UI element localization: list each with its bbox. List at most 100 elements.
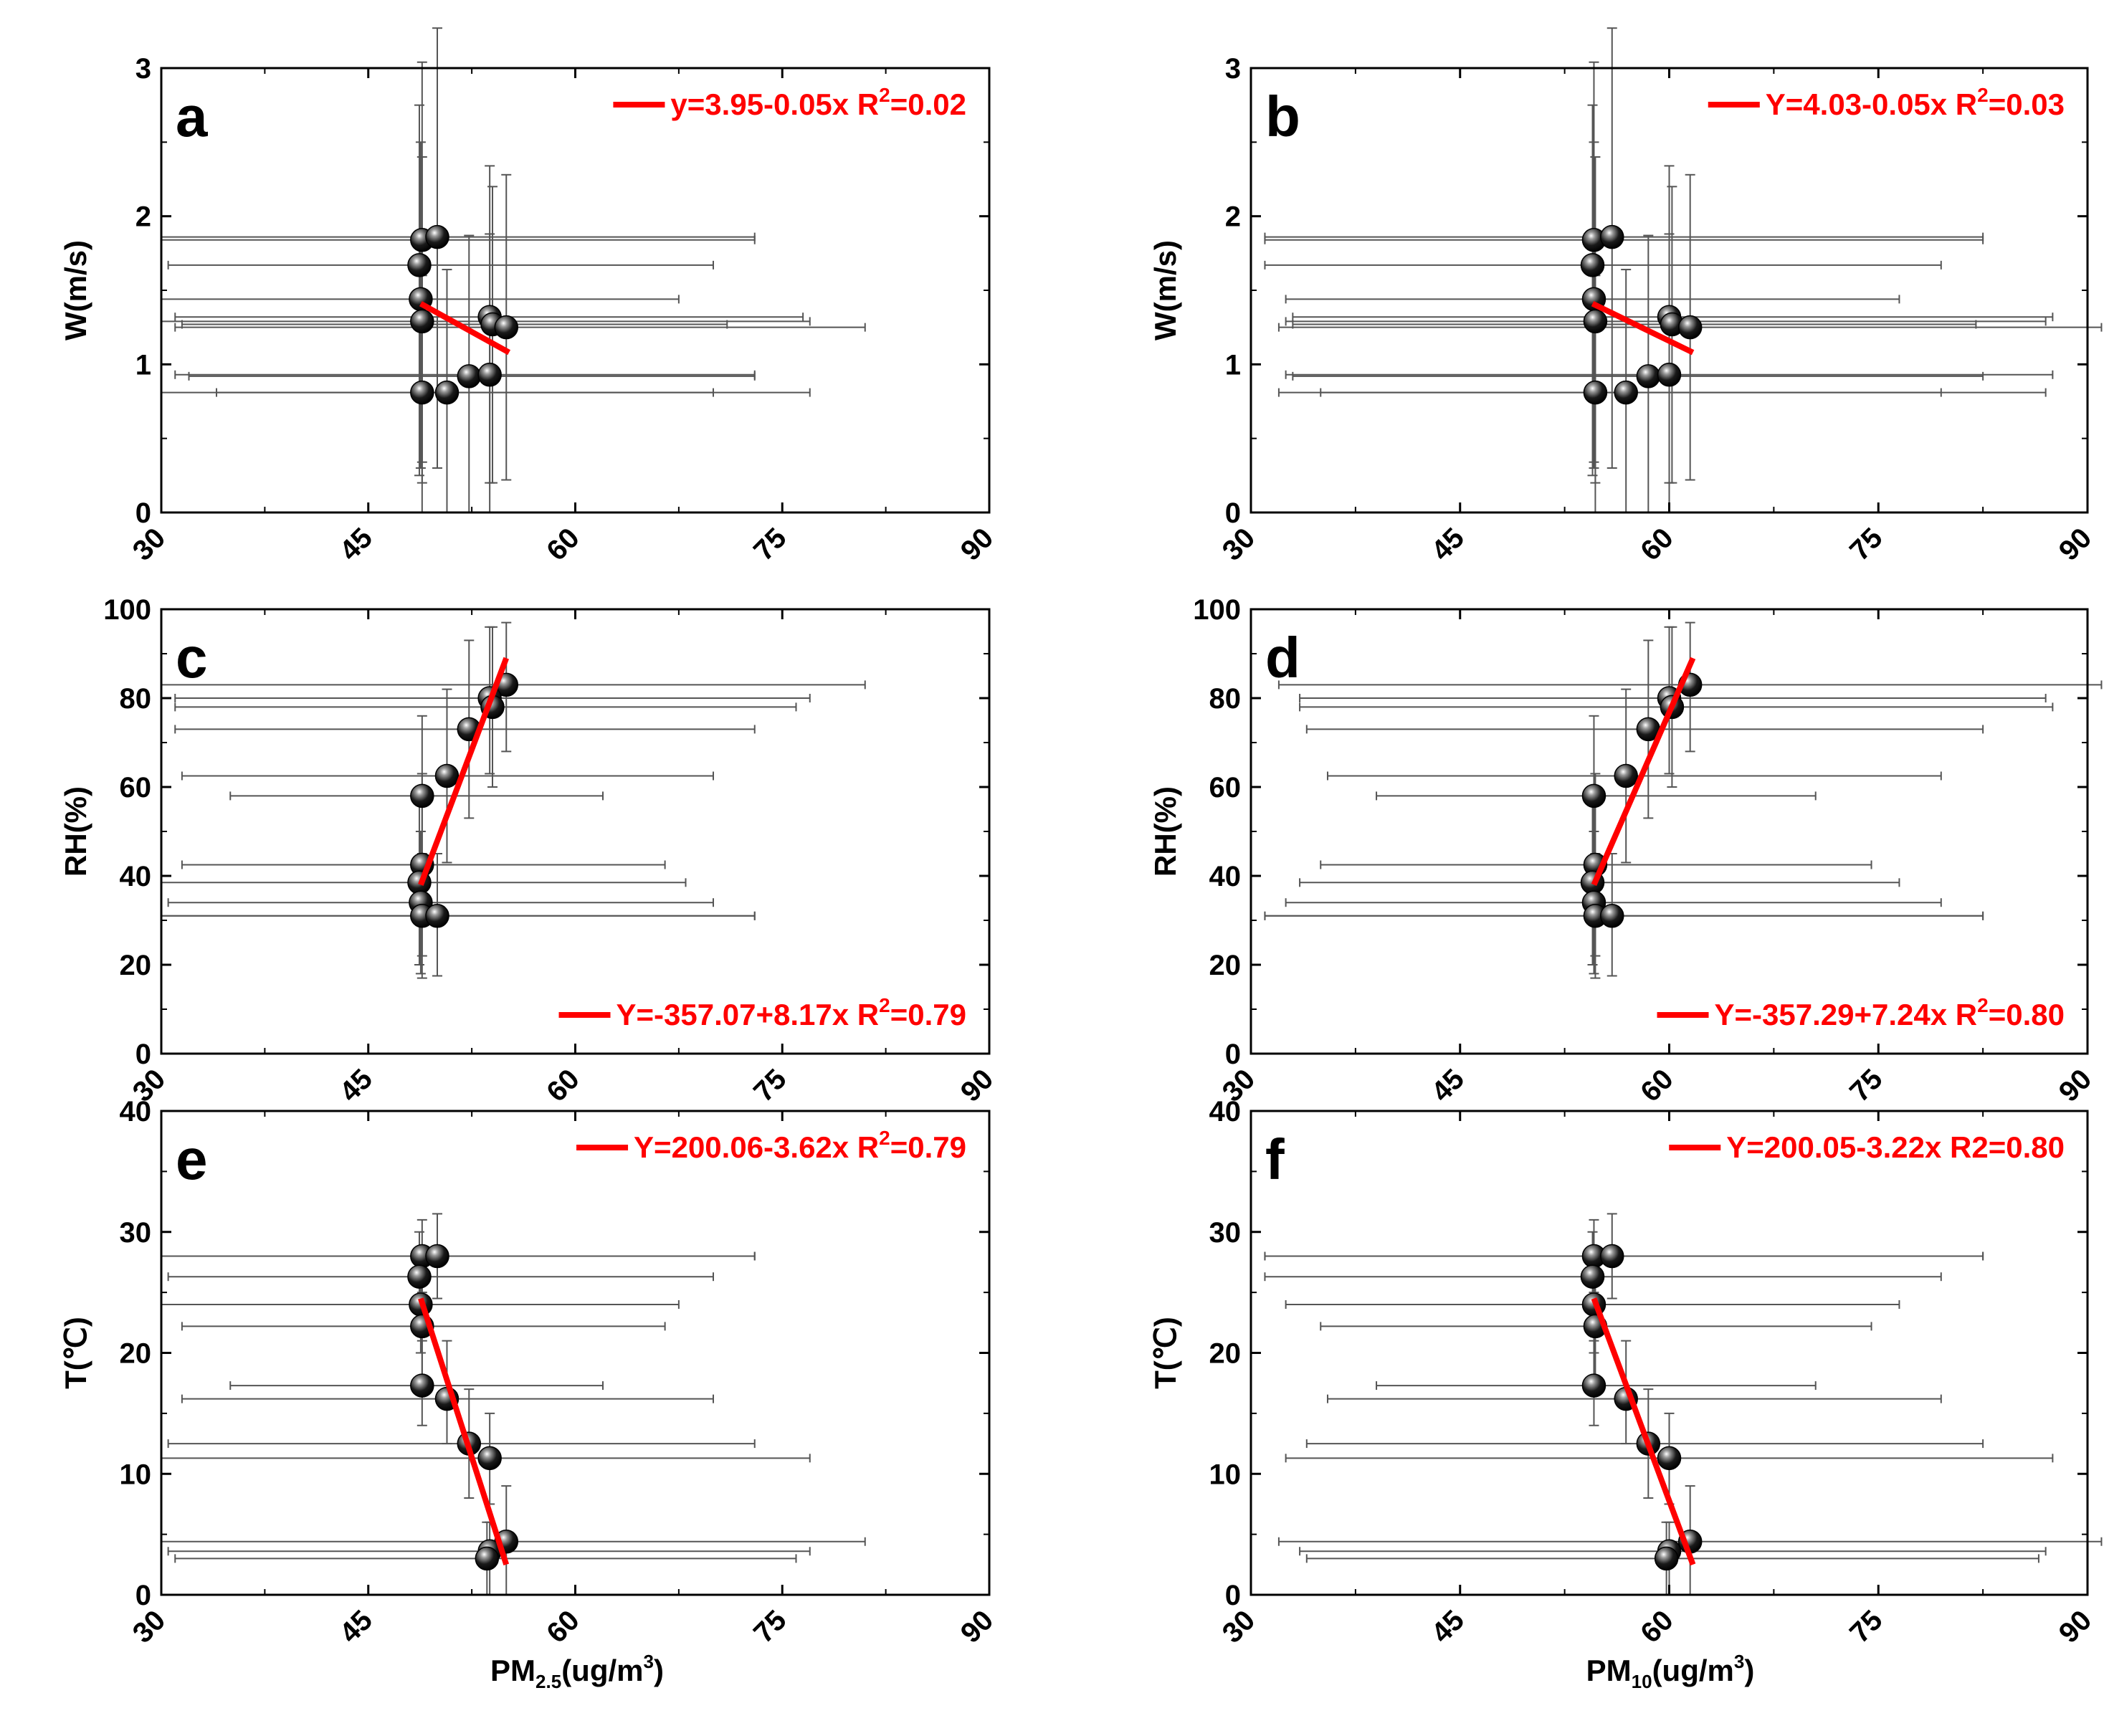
errorbar xyxy=(1264,104,1942,477)
data-point xyxy=(1581,783,1606,809)
errorbar xyxy=(181,186,728,484)
panel-b-data xyxy=(1264,27,2103,513)
x-tick-label: 75 xyxy=(748,1063,793,1108)
data-point xyxy=(1657,363,1682,387)
axes-frame xyxy=(160,608,991,1055)
panel-letter: a xyxy=(176,85,208,148)
equation-sup: 2 xyxy=(879,994,890,1016)
panel-e-data xyxy=(161,1213,866,1596)
y-tick-label: 3 xyxy=(1225,53,1241,85)
equation-tail: =0.02 xyxy=(890,87,966,121)
y-tick-label: 30 xyxy=(1209,1217,1242,1249)
data-point xyxy=(434,380,460,405)
x-tick-label: 45 xyxy=(1426,1604,1471,1649)
panel-letter: d xyxy=(1265,626,1300,690)
data-point xyxy=(425,1244,449,1269)
xlabel-pm10-sup: 3 xyxy=(1734,1651,1744,1672)
y-axis-title: RH(%) xyxy=(59,786,92,877)
y-tick-label: 80 xyxy=(1209,683,1242,715)
data-point xyxy=(1580,1264,1605,1289)
xlabel-pm25-close: ) xyxy=(654,1654,664,1687)
x-tick-label: 45 xyxy=(1426,1063,1471,1108)
y-axis-title: W(m/s) xyxy=(1148,240,1182,340)
y-tick-label: 3 xyxy=(135,53,151,85)
errorbar xyxy=(174,173,866,481)
y-tick-label: 40 xyxy=(120,1096,152,1127)
x-tick-label: 90 xyxy=(955,1604,1000,1649)
x-tick-label: 60 xyxy=(541,1063,586,1108)
y-tick-label: 60 xyxy=(1209,772,1242,803)
equation-main: Y=-357.07+8.17x R xyxy=(617,998,880,1031)
x-tick-label: 60 xyxy=(541,522,586,567)
x-tick-label: 45 xyxy=(334,1063,379,1108)
y-tick-label: 10 xyxy=(120,1459,152,1490)
y-axis-title: T(℃) xyxy=(59,1317,92,1389)
y-tick-label: 0 xyxy=(1225,497,1241,529)
equation-tail: =0.79 xyxy=(890,998,966,1031)
y-tick-label: 40 xyxy=(1209,1096,1242,1127)
errorbar xyxy=(161,853,756,977)
equation-sup: 2 xyxy=(879,84,890,106)
data-point xyxy=(1580,253,1605,277)
equation-main: y=3.95-0.05x R xyxy=(670,87,879,121)
equation-text: Y=-357.29+7.24x R2=0.80 xyxy=(1715,994,2065,1031)
xlabel-pm10-base: PM xyxy=(1586,1654,1632,1687)
y-axis-title: T(℃) xyxy=(1148,1317,1182,1389)
y-tick-label: 60 xyxy=(120,772,152,803)
y-tick-label: 20 xyxy=(120,950,152,981)
x-tick-label: 45 xyxy=(1426,522,1471,567)
y-tick-label: 20 xyxy=(1209,1338,1242,1370)
axes-frame xyxy=(160,1110,991,1596)
x-tick-label: 30 xyxy=(1217,522,1262,567)
data-point xyxy=(1600,904,1624,928)
x-tick-label: 60 xyxy=(1634,1063,1680,1108)
equation-text: Y=-357.07+8.17x R2=0.79 xyxy=(617,994,966,1031)
y-tick-label: 80 xyxy=(120,683,152,715)
xlabel-pm25-base: PM xyxy=(490,1654,535,1687)
data-point xyxy=(477,1446,502,1471)
y-tick-label: 100 xyxy=(103,594,151,626)
x-tick-label: 45 xyxy=(334,1604,379,1649)
data-point xyxy=(1677,315,1703,340)
equation-main: Y=4.03-0.05x R xyxy=(1766,87,1977,121)
x-tick-label: 75 xyxy=(1844,1604,1889,1649)
data-point xyxy=(1600,1244,1624,1269)
data-point xyxy=(410,783,434,809)
x-tick-label: 75 xyxy=(1844,522,1889,567)
data-point xyxy=(407,253,432,277)
data-point xyxy=(1614,380,1638,405)
data-point xyxy=(410,309,434,334)
data-point xyxy=(1654,1546,1679,1571)
y-tick-label: 30 xyxy=(120,1217,152,1249)
fit-line xyxy=(418,657,509,886)
y-tick-label: 0 xyxy=(1225,1580,1241,1611)
xlabel-pm25: PM2.5(ug/m3) xyxy=(490,1651,664,1692)
y-tick-label: 40 xyxy=(1209,861,1242,892)
x-tick-label: 90 xyxy=(2053,1063,2098,1108)
y-tick-label: 1 xyxy=(135,349,151,381)
panel-letter: f xyxy=(1265,1127,1285,1191)
y-tick-label: 2 xyxy=(135,201,151,233)
fit-line xyxy=(1591,1297,1696,1566)
data-point xyxy=(1657,1446,1682,1471)
data-point xyxy=(475,1546,500,1571)
panel-a-data xyxy=(161,27,866,513)
x-tick-label: 90 xyxy=(2053,522,2098,567)
equation-sup: 2 xyxy=(1977,84,1989,106)
errorbar xyxy=(1285,831,1942,975)
xlabel-pm25-sup: 3 xyxy=(644,1651,654,1672)
equation-text: Y=200.05-3.22x R2=0.80 xyxy=(1726,1130,2065,1164)
x-tick-label: 90 xyxy=(2053,1604,2098,1649)
data-point xyxy=(1583,380,1608,405)
fit-line xyxy=(1591,657,1696,887)
xlabel-pm10-close: ) xyxy=(1744,1654,1754,1687)
x-tick-label: 60 xyxy=(1634,522,1680,567)
errorbar xyxy=(216,269,714,513)
errorbar xyxy=(161,1213,756,1299)
data-point xyxy=(1614,763,1638,788)
y-tick-label: 0 xyxy=(135,1580,151,1611)
